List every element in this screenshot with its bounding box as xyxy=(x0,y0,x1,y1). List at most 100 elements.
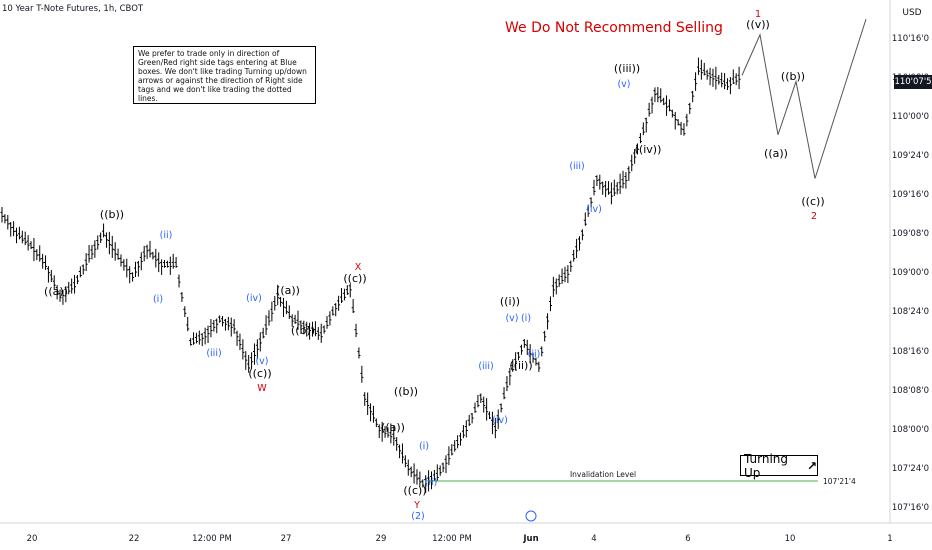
time-tick-label: Jun xyxy=(522,534,538,544)
candle xyxy=(459,432,463,446)
wave-label: ((b)) xyxy=(781,70,805,83)
wave-label: ((b)) xyxy=(291,324,315,337)
candle xyxy=(398,444,402,459)
time-axis: 20 22 12:00 PM 27 29 12:00 PM Jun 4 6 10 1 xyxy=(0,522,932,544)
candle xyxy=(163,259,167,268)
candle xyxy=(348,283,352,298)
candle xyxy=(688,102,692,115)
candle xyxy=(119,254,123,267)
candle xyxy=(667,99,671,112)
candle xyxy=(714,66,718,90)
candle xyxy=(20,230,24,244)
wave-label: (iii) xyxy=(569,161,584,172)
candle xyxy=(328,311,332,326)
candle xyxy=(151,251,155,260)
candle xyxy=(525,339,529,356)
candle xyxy=(122,259,126,271)
candle xyxy=(572,249,576,262)
candle xyxy=(177,274,181,288)
candle xyxy=(73,274,77,294)
invalidation-label: Invalidation Level xyxy=(570,470,636,479)
candle xyxy=(223,318,227,331)
candle xyxy=(543,330,547,342)
candle xyxy=(464,420,468,438)
event-marker-icon xyxy=(525,510,537,522)
candle xyxy=(78,266,82,278)
turning-label: Turning Up xyxy=(744,451,788,480)
candle xyxy=(218,315,222,323)
candle xyxy=(519,344,523,355)
candle xyxy=(490,411,494,435)
candle xyxy=(377,424,381,439)
candle xyxy=(75,274,79,285)
candle xyxy=(395,437,399,451)
candle xyxy=(406,459,410,476)
candle xyxy=(488,411,492,420)
wave-label: (iv) xyxy=(492,415,508,426)
candle xyxy=(723,73,727,90)
candle xyxy=(139,252,143,271)
candle xyxy=(438,465,442,476)
candle xyxy=(32,237,36,262)
candle xyxy=(165,260,169,268)
time-tick-label: 22 xyxy=(129,534,140,544)
candle xyxy=(267,310,271,326)
candle xyxy=(421,479,425,488)
candle xyxy=(685,113,689,127)
candle xyxy=(432,469,436,481)
candle xyxy=(116,248,120,260)
candle xyxy=(203,327,207,345)
wave-label: (ii) xyxy=(528,349,541,360)
candle xyxy=(604,181,608,198)
candle xyxy=(461,425,465,439)
candle xyxy=(621,170,625,189)
candle xyxy=(517,351,521,361)
candle xyxy=(221,316,225,327)
candle xyxy=(238,333,242,351)
candle xyxy=(708,67,712,86)
candle xyxy=(702,62,706,76)
candle xyxy=(595,175,599,186)
candle xyxy=(493,417,497,439)
candle xyxy=(659,88,663,103)
wave-label: (2) xyxy=(411,511,424,522)
candle xyxy=(609,182,613,205)
wave-label: 2 xyxy=(811,211,817,222)
candle xyxy=(380,421,384,442)
candle xyxy=(58,289,62,302)
candle xyxy=(589,197,593,208)
candle xyxy=(511,359,515,372)
wave-label: (ii) xyxy=(425,477,438,488)
wave-label: Y xyxy=(413,500,420,511)
candle xyxy=(630,154,634,172)
candle xyxy=(194,332,198,344)
wave-label: ((a)) xyxy=(381,421,405,434)
candle xyxy=(102,223,106,238)
candle xyxy=(84,253,88,272)
candle xyxy=(136,260,140,277)
candle xyxy=(215,318,219,334)
wave-label: X xyxy=(355,262,362,273)
candle xyxy=(598,174,602,190)
wave-label: ((b)) xyxy=(100,208,124,221)
candle xyxy=(409,466,413,478)
wave-label: (i) xyxy=(419,441,429,452)
candle xyxy=(705,69,709,80)
candle xyxy=(99,232,103,244)
time-tick-label: 6 xyxy=(685,534,690,544)
candle xyxy=(665,95,669,116)
candle xyxy=(168,256,172,275)
candle xyxy=(607,181,611,195)
candle xyxy=(717,75,721,85)
currency-label[interactable]: USD xyxy=(902,8,922,18)
price-tick-label: 109'16'0 xyxy=(892,190,929,200)
candle xyxy=(444,455,448,474)
candle xyxy=(26,235,30,251)
candle xyxy=(615,182,619,195)
candle xyxy=(334,303,338,317)
candle xyxy=(592,179,596,196)
candle xyxy=(345,285,349,295)
wave-label: ((i)) xyxy=(500,295,520,308)
wave-label: ((a)) xyxy=(276,284,300,297)
candle xyxy=(296,310,300,330)
